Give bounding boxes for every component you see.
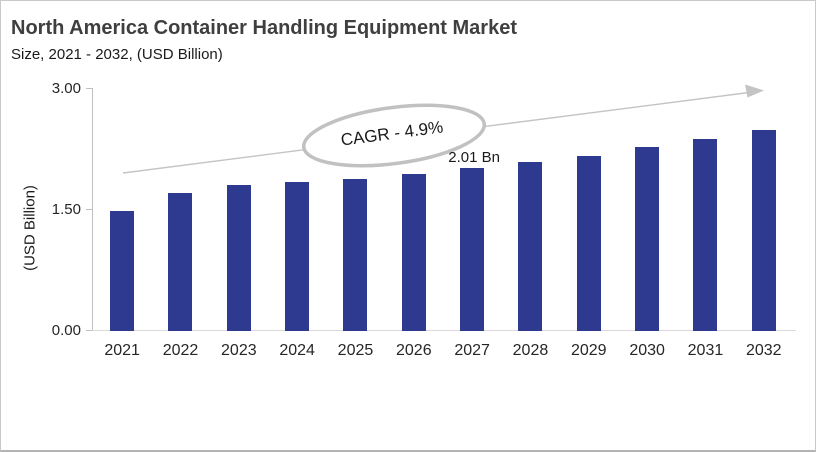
bar-slot bbox=[385, 89, 443, 331]
y-axis-title: (USD Billion) bbox=[21, 185, 39, 271]
bar-value-label: 2.01 Bn bbox=[448, 149, 501, 167]
bar-2024 bbox=[285, 182, 310, 331]
x-tick-label: 2032 bbox=[745, 342, 782, 359]
bar-2031 bbox=[693, 139, 718, 331]
y-tick-mark bbox=[86, 209, 92, 210]
x-tick-label: 2030 bbox=[629, 342, 665, 359]
x-tick-label: 2022 bbox=[162, 342, 199, 359]
x-tick-label: 2025 bbox=[337, 342, 374, 359]
bar-slot bbox=[151, 89, 209, 331]
bar-slot bbox=[560, 89, 618, 331]
bar-slot bbox=[618, 89, 676, 331]
bar-2028 bbox=[518, 161, 543, 331]
bar-2027 bbox=[460, 168, 485, 331]
bar-slot bbox=[93, 89, 151, 331]
bar-2030 bbox=[635, 147, 660, 331]
y-tick-label: 1.50 bbox=[51, 200, 81, 218]
x-tick-label: 2024 bbox=[279, 342, 315, 359]
x-tick-label: 2031 bbox=[687, 342, 724, 359]
bar-2032 bbox=[751, 129, 776, 331]
y-tick-mark bbox=[86, 88, 92, 89]
bar-slot bbox=[443, 89, 501, 331]
x-axis-labels: 2021 2022 2023 2024 2025 2026 2027 2028 2029 2030… bbox=[93, 342, 793, 360]
bar-2029 bbox=[576, 155, 601, 331]
x-tick-label: 2027 bbox=[454, 342, 490, 359]
bar-slot bbox=[326, 89, 384, 331]
bar-slot bbox=[676, 89, 734, 331]
x-tick-label: 2021 bbox=[104, 342, 140, 359]
chart-subtitle: Size, 2021 - 2032, (USD Billion) bbox=[11, 46, 223, 63]
y-tick-label: 3.00 bbox=[51, 79, 81, 97]
bar-slot bbox=[210, 89, 268, 331]
bar-2022 bbox=[168, 192, 193, 331]
x-axis-baseline bbox=[92, 330, 796, 331]
x-tick-label: 2026 bbox=[396, 342, 432, 359]
x-tick-label: 2023 bbox=[221, 342, 257, 359]
bar-2026 bbox=[401, 174, 426, 331]
bar-slot bbox=[501, 89, 559, 331]
bar-slot bbox=[735, 89, 793, 331]
x-tick-label: 2029 bbox=[570, 342, 607, 359]
bar-2023 bbox=[226, 185, 251, 331]
y-axis-line bbox=[92, 88, 93, 331]
y-tick-mark bbox=[86, 330, 92, 331]
bar-2021 bbox=[110, 211, 135, 331]
bar-2025 bbox=[343, 178, 368, 331]
y-tick-label: 0.00 bbox=[51, 321, 81, 339]
x-tick-label: 2028 bbox=[512, 342, 549, 359]
bars-row bbox=[93, 89, 793, 331]
bar-slot bbox=[268, 89, 326, 331]
chart-title: North America Container Handling Equipme… bbox=[11, 17, 517, 39]
